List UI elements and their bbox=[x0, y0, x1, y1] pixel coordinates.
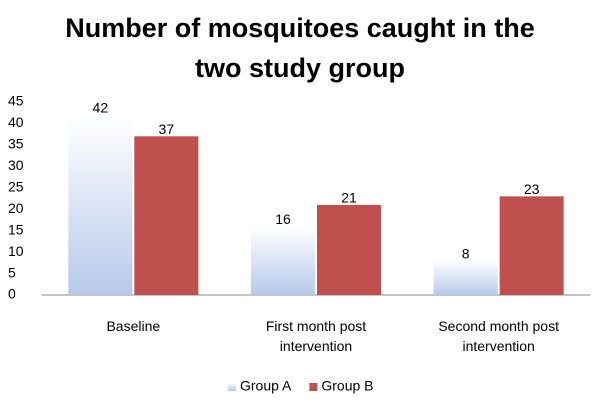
data-label: 16 bbox=[275, 211, 291, 227]
chart-title: Number of mosquitoes caught in the two s… bbox=[65, 13, 535, 83]
legend-swatch bbox=[309, 383, 318, 391]
data-label: 42 bbox=[93, 100, 109, 116]
y-tick-label: 40 bbox=[8, 114, 24, 130]
legend-label: Group A bbox=[240, 378, 292, 394]
y-tick-label: 10 bbox=[8, 243, 24, 259]
bar bbox=[68, 114, 133, 295]
bar bbox=[134, 136, 199, 295]
y-tick-label: 0 bbox=[8, 286, 16, 302]
bar bbox=[499, 196, 564, 295]
bar bbox=[251, 226, 315, 295]
y-tick-label: 25 bbox=[8, 178, 24, 194]
y-tick-label: 30 bbox=[8, 157, 24, 173]
legend-swatch bbox=[228, 383, 236, 391]
y-tick-label: 15 bbox=[8, 221, 24, 237]
data-label: 21 bbox=[341, 190, 357, 206]
y-tick-label: 45 bbox=[8, 93, 24, 109]
bar bbox=[317, 204, 381, 295]
legend-label: Group B bbox=[321, 378, 373, 394]
x-tick-label: First month post intervention bbox=[265, 318, 367, 354]
data-label: 23 bbox=[524, 181, 540, 197]
y-tick-label: 35 bbox=[8, 136, 24, 152]
y-tick-label: 20 bbox=[8, 200, 24, 216]
data-label: 8 bbox=[462, 245, 470, 261]
x-tick-label: Second month post intervention bbox=[438, 318, 559, 354]
bar bbox=[433, 260, 498, 295]
x-tick-label: Baseline bbox=[106, 318, 161, 334]
y-tick-label: 5 bbox=[8, 264, 16, 280]
data-label: 37 bbox=[159, 121, 175, 137]
